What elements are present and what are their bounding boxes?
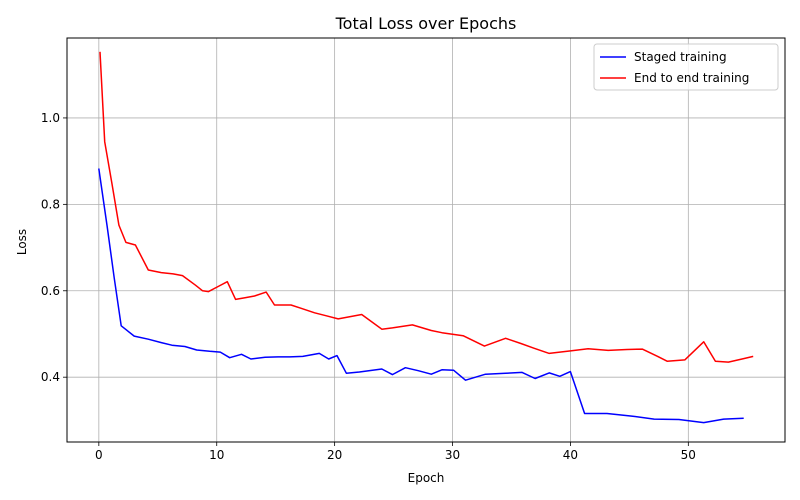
y-tick-label: 1.0 <box>41 111 60 125</box>
y-tick-label: 0.8 <box>41 197 60 211</box>
x-tick-label: 10 <box>209 448 224 462</box>
x-axis: 0 10 20 30 40 50 <box>95 442 696 462</box>
legend-box <box>593 43 779 91</box>
y-axis-title: Loss <box>15 229 29 255</box>
series-line-0 <box>98 168 744 424</box>
legend-label-1: End to end training <box>634 71 749 85</box>
grid-lines <box>67 38 785 442</box>
y-tick-label: 0.6 <box>41 284 60 298</box>
plot-frame <box>66 37 786 443</box>
series-line-1 <box>99 51 754 363</box>
x-tick-label: 20 <box>327 448 342 462</box>
y-axis: 0.4 0.6 0.8 1.0 <box>41 111 67 384</box>
y-tick-label: 0.4 <box>41 370 60 384</box>
x-tick-label: 40 <box>563 448 578 462</box>
x-tick-label: 0 <box>95 448 103 462</box>
x-tick-label: 30 <box>445 448 460 462</box>
series-layer <box>98 51 754 424</box>
x-tick-label: 50 <box>681 448 696 462</box>
legend: Staged training End to end training <box>593 43 779 91</box>
chart-title: Total Loss over Epochs <box>335 14 517 33</box>
legend-label-0: Staged training <box>634 50 727 64</box>
x-axis-title: Epoch <box>408 471 445 485</box>
